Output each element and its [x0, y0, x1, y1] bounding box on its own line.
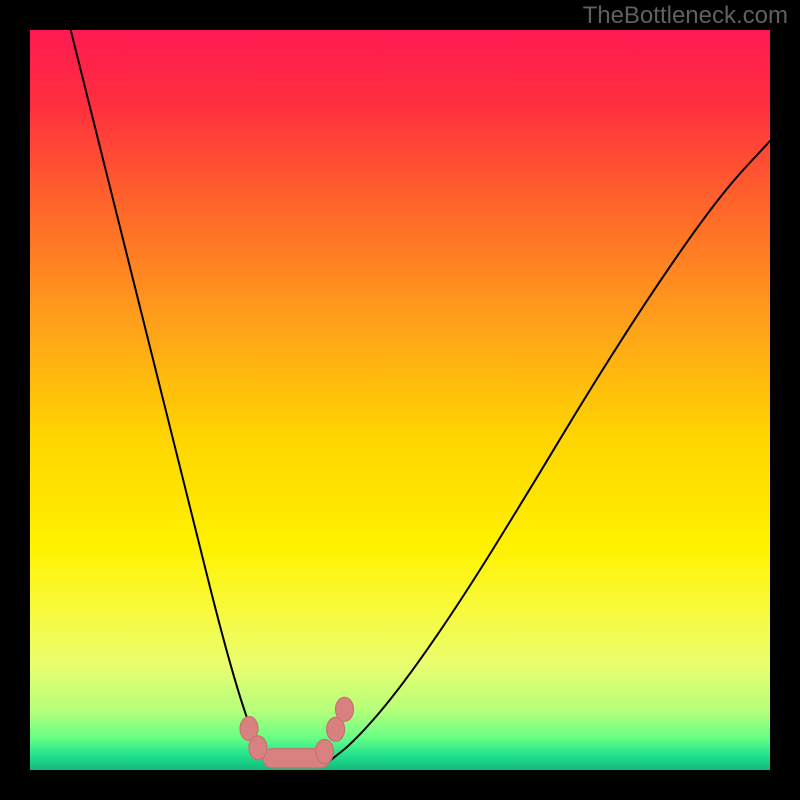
marker-dot — [336, 697, 354, 721]
marker-dot — [249, 736, 267, 760]
chart-svg — [0, 0, 800, 800]
marker-dot — [316, 740, 334, 764]
chart-frame: TheBottleneck.com — [0, 0, 800, 800]
bottleneck-curve — [71, 30, 770, 765]
watermark-text: TheBottleneck.com — [583, 2, 788, 30]
